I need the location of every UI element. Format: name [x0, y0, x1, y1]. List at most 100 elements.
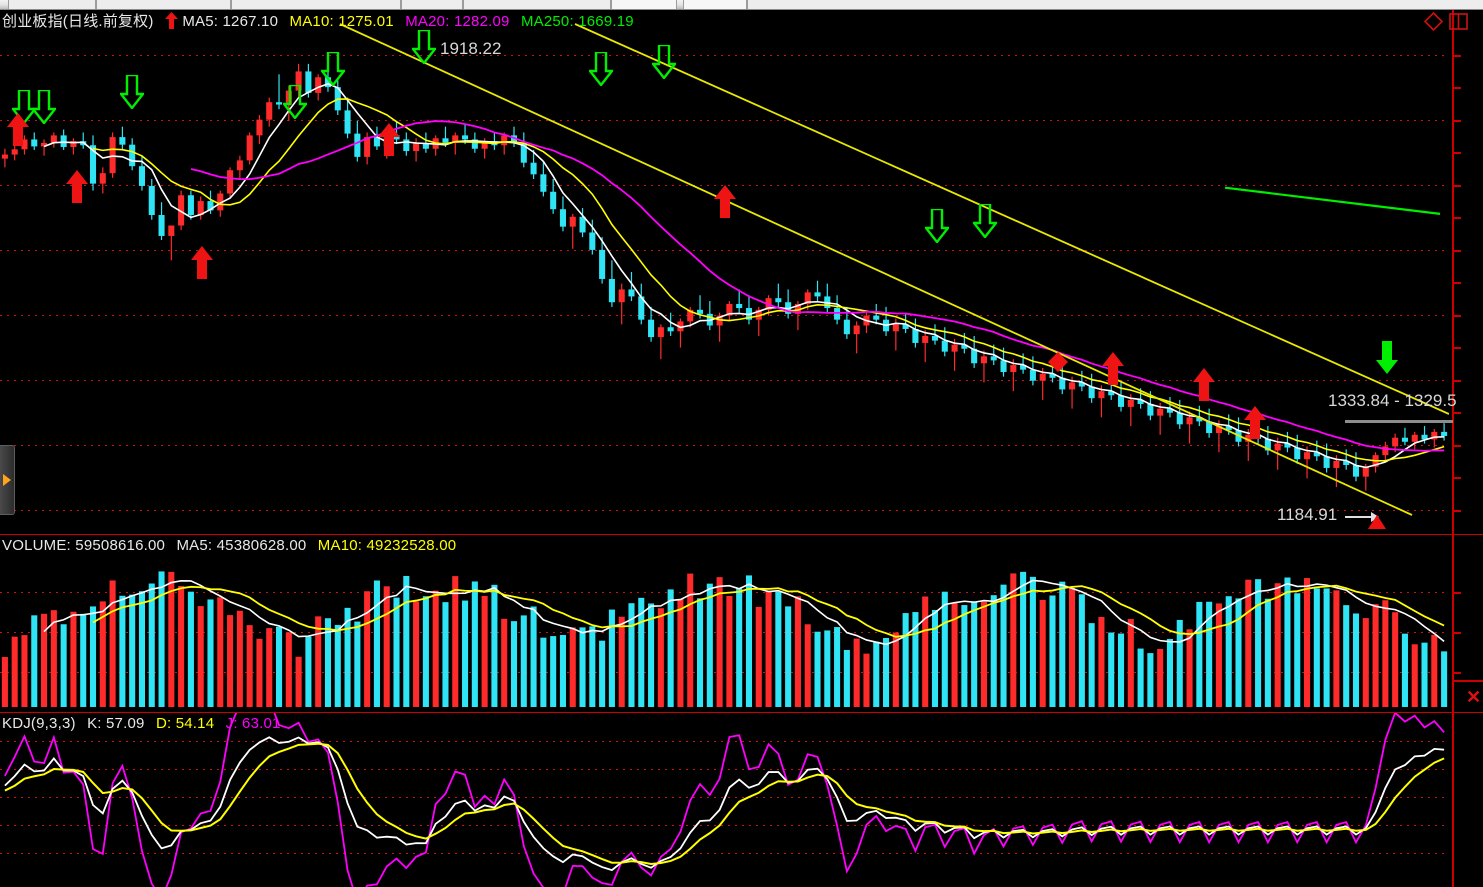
- buy-signal-arrow-icon: [191, 246, 213, 279]
- buy-signal-arrow-icon: [378, 123, 400, 156]
- volume-ma5-readout: MA5: 45380628.00: [176, 537, 307, 554]
- split-panel-icon[interactable]: [1449, 12, 1468, 31]
- grid-line: [0, 632, 1449, 633]
- axis-tick: [1452, 315, 1461, 317]
- axis-tick: [1452, 120, 1461, 122]
- diamond-icon[interactable]: [1424, 12, 1443, 31]
- grid-line: [0, 741, 1449, 742]
- buy-signal-arrow-icon: [1193, 368, 1215, 401]
- axis-tick: [1452, 347, 1461, 349]
- axis-tick: [1452, 282, 1461, 284]
- grid-line: [0, 825, 1449, 826]
- range-price-label: 1333.84 - 1329.5: [1328, 391, 1457, 410]
- toolbar-segment[interactable]: [8, 0, 96, 9]
- buy-signal-arrow-icon: [7, 113, 29, 146]
- price-axis: [1452, 10, 1454, 534]
- axis-tick: [1452, 477, 1461, 479]
- grid-line: [0, 769, 1449, 770]
- high-price-label: 1918.22: [440, 39, 502, 58]
- price-panel-header: 创业板指(日线.前复权) MA5: 1267.10 MA10: 1275.01 …: [2, 12, 641, 29]
- sell-signal-arrow-icon: [925, 209, 949, 243]
- buy-signal-arrow-icon: [66, 170, 88, 203]
- kdj-d-readout: D: 54.14: [155, 715, 215, 732]
- buy-signal-arrow-diamond-icon: [1048, 352, 1068, 372]
- axis-tick: [1452, 592, 1461, 594]
- ma5-readout: MA5: 1267.10: [182, 13, 279, 30]
- sell-signal-arrow-icon: [973, 204, 997, 238]
- toolbar-segment[interactable]: [747, 0, 1483, 9]
- buy-signal-arrow-icon: [1244, 406, 1266, 439]
- kdj-panel-header: KDJ(9,3,3) K: 57.09 D: 54.14 J: 63.01: [2, 716, 288, 731]
- toolbar-segment[interactable]: [231, 0, 401, 9]
- ma10-readout: MA10: 1275.01: [289, 13, 394, 30]
- kdj-k-readout: K: 57.09: [87, 715, 145, 732]
- axis-tick: [1452, 185, 1461, 187]
- grid-line: [0, 672, 1449, 673]
- axis-tick: [1452, 55, 1461, 57]
- axis-tick: [1452, 250, 1461, 252]
- sell-signal-arrow-icon: [283, 85, 307, 119]
- up-arrow-red-icon: [164, 12, 178, 29]
- volume-bar-plot: [1, 571, 1448, 707]
- low-price-marker-triangle: [1368, 515, 1386, 529]
- low-price-label: 1184.91: [1277, 505, 1338, 524]
- panel-divider: [0, 712, 1483, 713]
- close-x-icon[interactable]: ✕: [1466, 687, 1482, 707]
- volume-panel[interactable]: [0, 535, 1483, 712]
- toolbar-segment[interactable]: [96, 0, 231, 9]
- ma20-readout: MA20: 1282.09: [405, 13, 510, 30]
- kdj-axis: [1452, 713, 1454, 887]
- axis-tick: [1452, 380, 1461, 382]
- sell-signal-arrow-icon: [12, 90, 36, 124]
- low-price-pointer-arrow: [1345, 512, 1379, 522]
- axis-tick: [1452, 445, 1461, 447]
- buy-signal-arrow-icon: [1102, 352, 1124, 385]
- grid-line: [0, 250, 1449, 251]
- axis-tick: [1452, 412, 1461, 414]
- axis-tick: [1452, 632, 1461, 634]
- volume-panel-right-cell-border: [1452, 680, 1483, 715]
- buy-signal-arrow-icon: [714, 185, 736, 218]
- sell-signal-arrow-icon: [412, 30, 436, 64]
- sell-signal-arrow-icon: [321, 52, 345, 86]
- axis-tick: [1452, 217, 1461, 219]
- sell-signal-arrow-icon: [32, 90, 56, 124]
- volume-readout: VOLUME: 59508616.00: [2, 537, 166, 554]
- sell-signal-arrow-icon: [589, 52, 613, 86]
- kdj-panel[interactable]: [0, 713, 1483, 887]
- volume-ma10-readout: MA10: 49232528.00: [317, 537, 457, 554]
- range-underline: [1345, 420, 1453, 423]
- panel-divider: [0, 534, 1483, 535]
- toolbar-segment[interactable]: [463, 0, 611, 9]
- grid-line: [0, 445, 1449, 446]
- instrument-title: 创业板指(日线.前复权): [2, 13, 154, 30]
- kdj-name: KDJ(9,3,3): [2, 715, 76, 732]
- ma250-readout: MA250: 1669.19: [520, 13, 634, 30]
- expand-right-triangle-icon: [3, 474, 11, 486]
- sell-signal-arrow-icon: [652, 45, 676, 79]
- sell-signal-arrow-icon: [120, 75, 144, 109]
- sell-signal-arrow-filled-icon: [1376, 341, 1398, 374]
- grid-line: [0, 380, 1449, 381]
- volume-axis: [1452, 535, 1454, 712]
- grid-line: [0, 853, 1449, 854]
- axis-tick: [1452, 152, 1461, 154]
- grid-line: [0, 55, 1449, 56]
- kdj-j-readout: J: 63.01: [225, 715, 281, 732]
- axis-tick: [1452, 87, 1461, 89]
- price-candlestick-plot: [1, 23, 1449, 516]
- toolbar-segment-active[interactable]: [683, 0, 747, 9]
- grid-line: [0, 120, 1449, 121]
- left-expand-handle[interactable]: [0, 445, 15, 515]
- grid-line: [0, 185, 1449, 186]
- toolbar-segment-active[interactable]: [611, 0, 677, 9]
- volume-panel-header: VOLUME: 59508616.00 MA5: 45380628.00 MA1…: [2, 538, 463, 553]
- kdj-line-plot: [4, 713, 1445, 887]
- price-chart-panel[interactable]: 1918.22 1333.84 - 1329.5 1184.91: [0, 10, 1483, 534]
- toolbar-segment[interactable]: [401, 0, 463, 9]
- axis-tick: [1452, 672, 1461, 674]
- window-toolbar[interactable]: [0, 0, 1483, 10]
- grid-line: [0, 510, 1449, 511]
- axis-tick: [1452, 510, 1461, 512]
